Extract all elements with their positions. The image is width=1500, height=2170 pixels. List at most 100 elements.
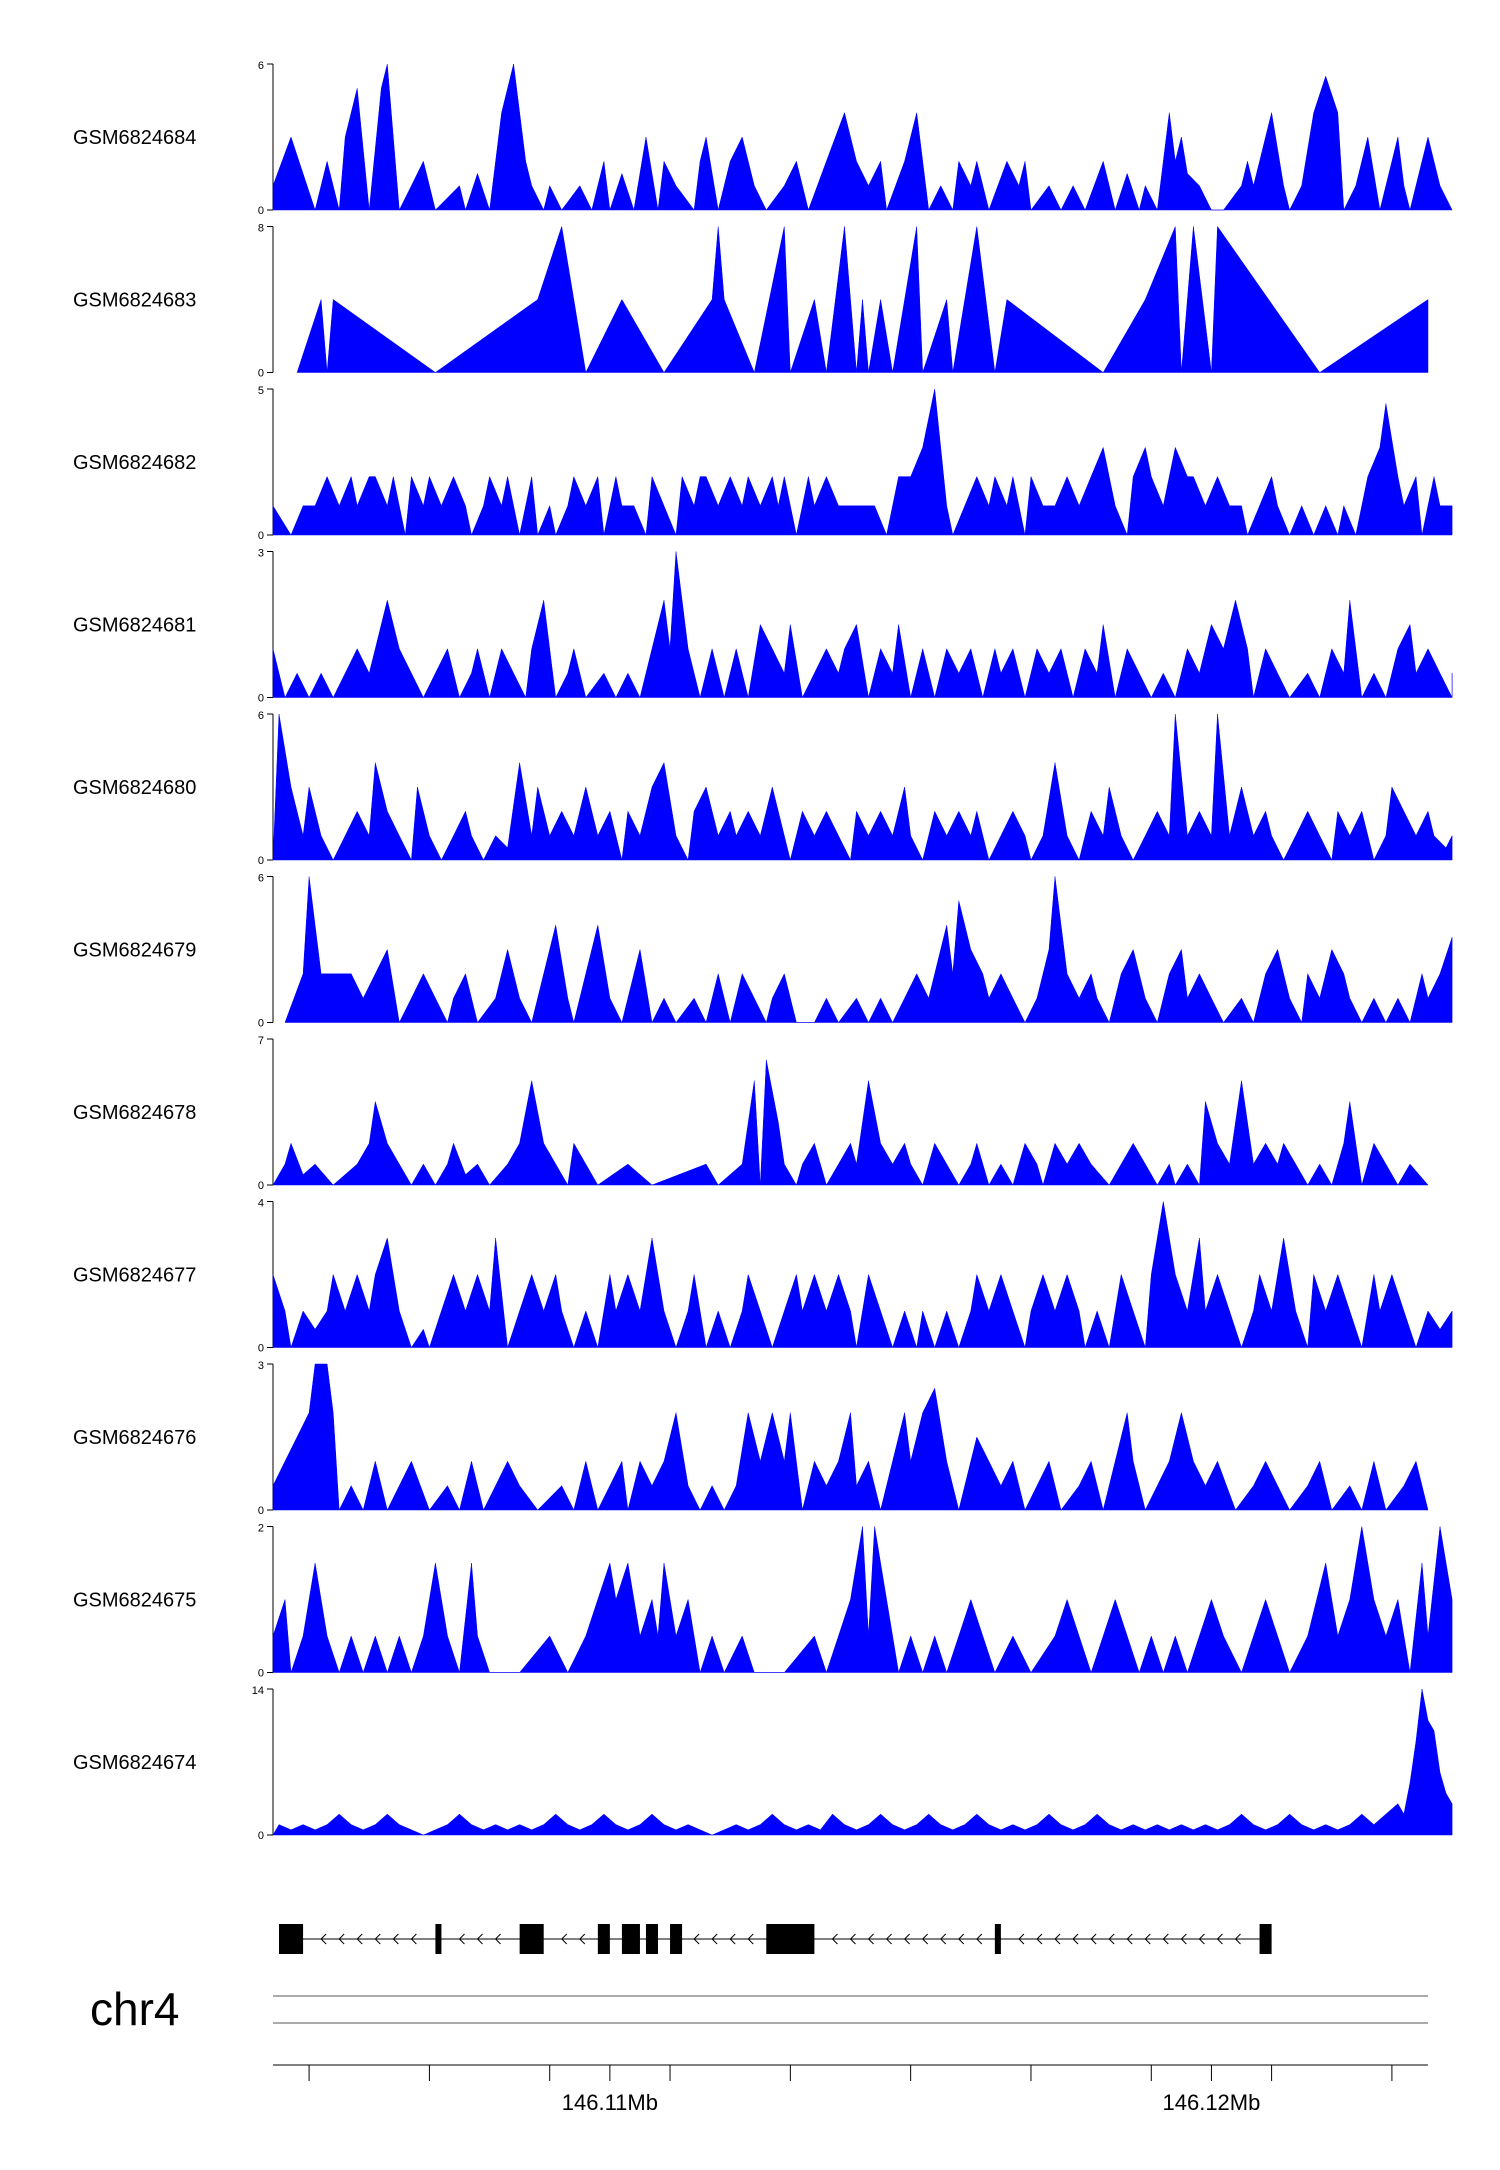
- y-min-label: 0: [258, 693, 264, 705]
- y-max-label: 5: [258, 385, 264, 397]
- x-tick-label: 146.11Mb: [562, 2090, 658, 2115]
- strand-arrow: [1162, 1933, 1169, 1945]
- y-max-label: 14: [252, 1685, 264, 1697]
- strand-arrow: [958, 1933, 965, 1945]
- strand-arrow: [729, 1933, 736, 1945]
- chromosome-label: chr4: [90, 1983, 179, 2035]
- coverage-area: [272, 1059, 1429, 1186]
- track-label: GSM6824679: [73, 940, 196, 962]
- exon-block: [766, 1924, 815, 1954]
- exon-block: [670, 1924, 683, 1954]
- coverage-area: [272, 388, 1453, 536]
- strand-arrow: [1072, 1933, 1079, 1945]
- strand-arrow: [921, 1933, 929, 1945]
- coverage-area: [272, 551, 1453, 699]
- track-GSM6824682: GSM6824682 5 0: [73, 385, 1453, 542]
- coverage-tracks: GSM682468460GSM682468380GSM682468250GSM6…: [73, 60, 1453, 1842]
- exon-block: [1259, 1924, 1272, 1954]
- track-label: GSM6824678: [73, 1102, 196, 1124]
- coverage-area: [284, 876, 1453, 1024]
- strand-arrow: [693, 1933, 700, 1945]
- strand-arrow: [747, 1933, 754, 1945]
- gene-model-track: [279, 1924, 1272, 1954]
- strand-arrow: [903, 1933, 910, 1945]
- y-min-label: 0: [258, 1505, 264, 1517]
- track-GSM6824680: GSM6824680 6 0: [73, 710, 1453, 867]
- exon-block: [597, 1924, 610, 1954]
- track-GSM6824679: GSM6824679 6 0: [73, 873, 1453, 1030]
- track-GSM6824676: GSM6824676 3 0: [73, 1360, 1429, 1517]
- strand-arrow: [338, 1933, 345, 1945]
- strand-arrow: [1234, 1933, 1241, 1945]
- track-GSM6824677: GSM6824677 4 0: [73, 1198, 1453, 1355]
- strand-arrow: [1054, 1933, 1061, 1945]
- coverage-area: [272, 1363, 1429, 1511]
- strand-arrow: [1108, 1933, 1115, 1945]
- track-label: GSM6824680: [73, 777, 196, 799]
- track-label: GSM6824676: [73, 1427, 196, 1449]
- strand-arrow: [458, 1933, 465, 1945]
- track-GSM6824684: GSM6824684 6 0: [73, 60, 1453, 217]
- coverage-area: [272, 63, 1453, 211]
- y-max-label: 4: [258, 1198, 264, 1210]
- coverage-area: [272, 1201, 1453, 1349]
- strand-arrow: [320, 1933, 327, 1945]
- y-min-label: 0: [258, 1668, 264, 1680]
- y-max-label: 2: [258, 1523, 264, 1535]
- track-label: GSM6824675: [73, 1590, 196, 1612]
- coverage-area: [272, 1688, 1453, 1836]
- y-min-label: 0: [258, 368, 264, 380]
- exon-block: [519, 1924, 544, 1954]
- strand-arrow: [410, 1933, 417, 1945]
- track-label: GSM6824681: [73, 615, 196, 637]
- track-label: GSM6824682: [73, 452, 196, 474]
- track-label: GSM6824683: [73, 290, 196, 312]
- strand-arrow: [1126, 1933, 1133, 1945]
- x-tick-label: 146.12Mb: [1163, 2090, 1261, 2115]
- strand-arrow: [831, 1933, 838, 1945]
- y-max-label: 6: [258, 873, 264, 885]
- coverage-area: [272, 1526, 1453, 1674]
- y-max-label: 7: [258, 1035, 264, 1047]
- strand-arrow: [1090, 1933, 1097, 1945]
- strand-arrow: [1216, 1933, 1223, 1945]
- coverage-area: [296, 225, 1429, 374]
- strand-arrow: [1144, 1933, 1151, 1945]
- strand-arrow: [356, 1933, 363, 1945]
- strand-arrow: [579, 1933, 586, 1945]
- coverage-area: [272, 713, 1453, 861]
- strand-arrow: [1036, 1933, 1043, 1945]
- exon-block: [279, 1924, 304, 1954]
- y-max-label: 6: [258, 60, 264, 72]
- y-max-label: 6: [258, 710, 264, 722]
- strand-arrow: [711, 1933, 718, 1945]
- strand-arrow: [561, 1933, 568, 1945]
- track-GSM6824674: GSM6824674 14 0: [73, 1685, 1453, 1842]
- y-max-label: 3: [258, 1360, 264, 1372]
- strand-arrow: [392, 1933, 399, 1945]
- exon-block: [621, 1924, 640, 1954]
- strand-arrow: [374, 1933, 381, 1945]
- y-min-label: 0: [258, 1018, 264, 1030]
- strand-arrow: [867, 1933, 874, 1945]
- exon-block: [994, 1924, 1001, 1954]
- track-GSM6824678: GSM6824678 7 0: [73, 1035, 1429, 1192]
- strand-arrow: [849, 1933, 856, 1945]
- strand-arrow: [976, 1933, 983, 1945]
- track-GSM6824675: GSM6824675 2 0: [73, 1523, 1453, 1680]
- strand-arrow: [940, 1933, 947, 1945]
- genomic-axis: 146.11Mb 146.12Mb: [273, 1995, 1428, 2115]
- track-label: GSM6824684: [73, 127, 196, 149]
- y-max-label: 8: [258, 223, 264, 235]
- y-min-label: 0: [258, 530, 264, 542]
- track-label: GSM6824677: [73, 1265, 196, 1287]
- strand-arrow: [1198, 1933, 1205, 1945]
- track-label: GSM6824674: [73, 1752, 196, 1774]
- y-min-label: 0: [258, 1343, 264, 1355]
- y-min-label: 0: [258, 1180, 264, 1192]
- y-min-label: 0: [258, 205, 264, 217]
- strand-arrow: [885, 1933, 892, 1945]
- strand-arrow: [494, 1933, 501, 1945]
- exon-block: [435, 1924, 442, 1954]
